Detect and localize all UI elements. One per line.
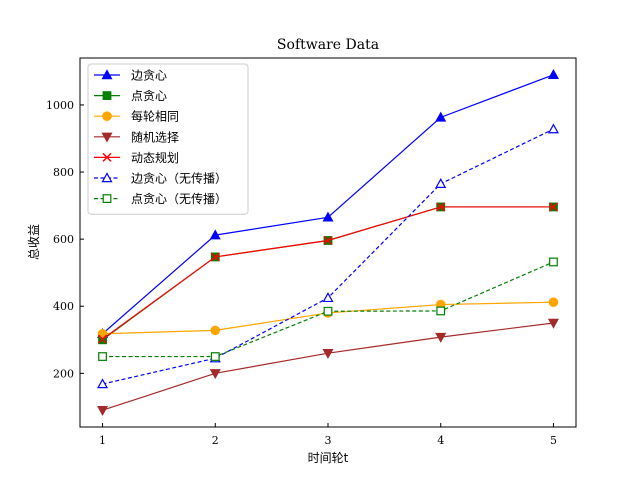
series-4	[98, 202, 558, 344]
legend-marker-4	[102, 152, 112, 162]
legend-entry-1: 点贪心	[94, 88, 167, 103]
y-tick-label-2: 600	[53, 233, 74, 246]
series-6	[98, 257, 558, 361]
chart-title: Software Data	[277, 37, 379, 53]
legend-entry-5: 边贪心（无传播）	[94, 171, 227, 186]
data-point-4-1	[210, 252, 220, 262]
data-point-2-1	[210, 325, 221, 336]
legend-marker-2	[102, 111, 112, 121]
legend-marker-5	[101, 172, 113, 183]
x-tick-label-1: 2	[212, 434, 219, 447]
legend-entry-3: 随机选择	[94, 129, 179, 144]
data-point-3-4	[547, 318, 559, 329]
legend-label-6: 点贪心（无传播）	[131, 191, 227, 206]
data-point-0-3	[435, 111, 447, 122]
data-point-5-3	[435, 178, 447, 188]
data-point-2-4	[548, 297, 559, 308]
legend-label-2: 每轮相同	[131, 109, 179, 124]
series-3	[97, 318, 559, 416]
y-tick-label-1: 400	[53, 300, 74, 313]
x-axis-label: 时间轮t	[308, 451, 349, 465]
data-point-4-0	[98, 334, 108, 344]
legend-label-1: 点贪心	[131, 88, 167, 103]
data-point-3-3	[435, 332, 447, 343]
legend-marker-0	[101, 69, 113, 80]
series-line-4	[102, 206, 554, 340]
legend-label-4: 动态规划	[131, 150, 179, 165]
legend-entry-2: 每轮相同	[94, 109, 179, 124]
legend-entry-6: 点贪心（无传播）	[94, 191, 227, 206]
data-point-6-3	[436, 306, 446, 316]
data-point-0-4	[547, 69, 559, 79]
data-point-3-2	[322, 349, 334, 359]
data-point-2-0	[97, 328, 108, 339]
legend-marker-3	[101, 132, 113, 143]
legend-marker-6	[102, 194, 112, 204]
y-axis-label: 总收益	[27, 224, 41, 260]
series-line-1	[102, 206, 554, 341]
y-tick-label-3: 800	[53, 166, 74, 179]
legend-label-5: 边贪心（无传播）	[131, 171, 227, 186]
series-1	[98, 202, 558, 345]
legend-entry-0: 边贪心	[94, 68, 167, 83]
data-point-5-4	[547, 123, 559, 134]
legend-entry-4: 动态规划	[94, 150, 179, 165]
data-point-4-2	[323, 235, 333, 246]
series-2	[97, 297, 559, 339]
legend-label-3: 随机选择	[131, 129, 179, 144]
plot-layer	[97, 69, 559, 416]
legend-marker-1	[102, 91, 112, 101]
data-point-6-0	[98, 352, 107, 361]
data-point-0-2	[322, 211, 334, 222]
y-tick-label-0: 200	[53, 367, 74, 380]
x-tick-label-0: 1	[99, 434, 106, 447]
data-point-5-0	[97, 378, 109, 389]
axes-layer: 1 2 3 4 5 200 400 600 800 1000	[46, 99, 557, 447]
legend-label-0: 边贪心	[131, 68, 167, 83]
data-point-4-3	[436, 202, 446, 212]
series-line-3	[102, 322, 554, 411]
data-point-6-2	[323, 306, 333, 316]
x-tick-label-2: 3	[325, 434, 332, 447]
data-point-3-1	[209, 369, 221, 380]
x-tick-label-3: 4	[437, 434, 444, 447]
data-point-4-4	[548, 202, 558, 212]
data-point-5-2	[322, 292, 334, 303]
legend-box	[87, 63, 249, 215]
data-point-6-4	[549, 257, 558, 267]
data-point-3-0	[97, 406, 109, 416]
data-point-6-1	[210, 352, 220, 361]
y-tick-label-4: 1000	[46, 99, 74, 112]
x-tick-label-4: 5	[550, 434, 557, 447]
data-point-0-1	[209, 229, 221, 240]
